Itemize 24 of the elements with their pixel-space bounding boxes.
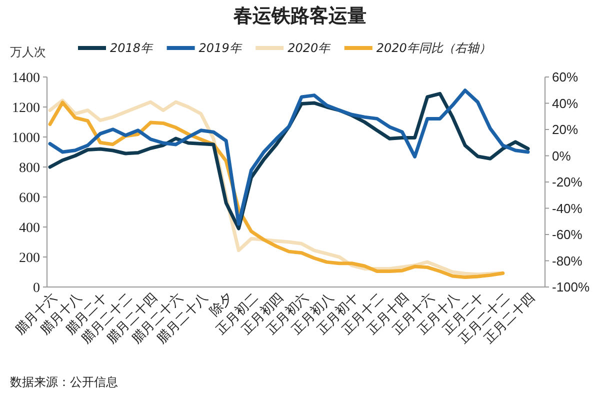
legend-label: 2019年 [198, 41, 242, 56]
y2-tick-label: 60% [552, 70, 578, 85]
legend-label: 2020年同比（右轴） [376, 41, 491, 56]
legend-label: 2020年 [288, 41, 332, 56]
y-tick-label: 1200 [12, 100, 40, 116]
y2-tick-label: -80% [552, 253, 583, 268]
legend-label: 2018年 [110, 41, 154, 56]
y2-tick-label: -100% [552, 280, 590, 295]
y-tick-label: 200 [19, 250, 40, 266]
y2-tick-label: 20% [552, 122, 578, 138]
y-tick-label: 1000 [12, 130, 40, 146]
y2-tick-label: -20% [552, 174, 583, 190]
y-tick-label: 600 [19, 190, 40, 206]
source-note: 数据来源：公开信息 [10, 375, 118, 389]
y-tick-label: 1400 [12, 70, 40, 86]
y2-tick-label: -60% [552, 227, 583, 242]
y2-tick-label: -40% [552, 200, 583, 216]
y2-tick-label: 0% [552, 148, 572, 164]
chart-title: 春运铁路客运量 [232, 5, 366, 27]
y2-tick-label: 40% [552, 96, 578, 111]
y-axis-title: 万人次 [10, 45, 46, 59]
y-tick-label: 400 [19, 220, 40, 236]
y-tick-label: 800 [19, 160, 40, 176]
y-tick-label: 0 [33, 280, 40, 296]
